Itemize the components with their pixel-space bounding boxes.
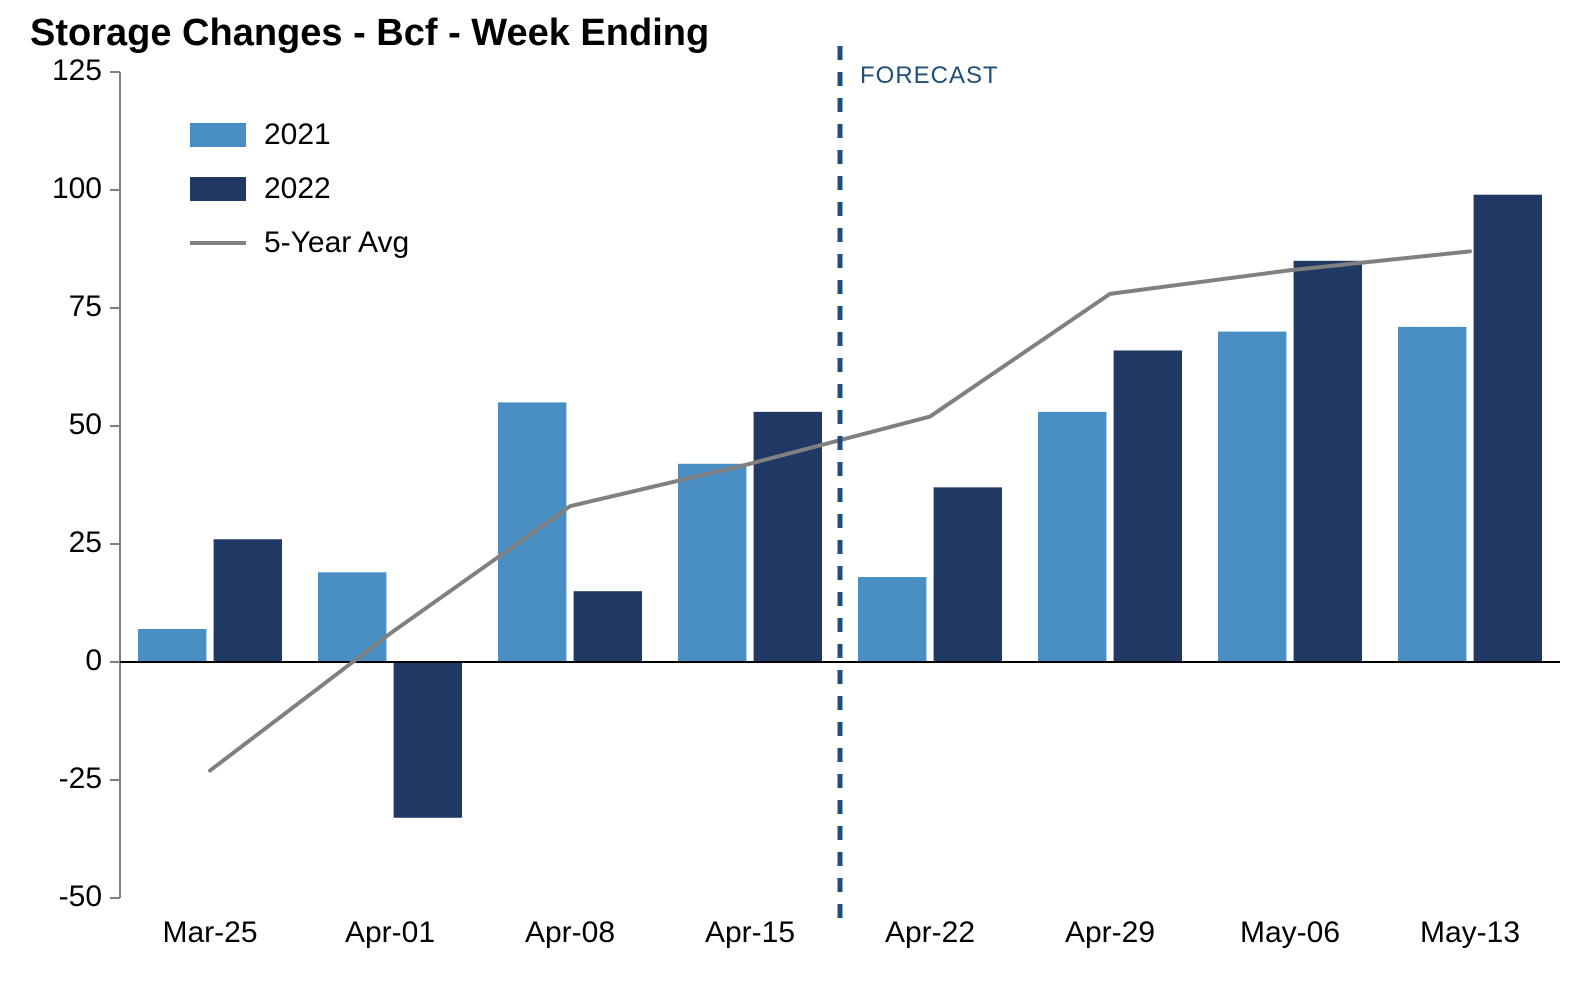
bar-2022-Apr-08 bbox=[574, 591, 642, 662]
legend-item-2021: 2021 bbox=[190, 118, 409, 152]
legend-swatch-icon bbox=[190, 123, 246, 147]
x-tick-Apr-08: Apr-08 bbox=[525, 916, 615, 950]
bar-2022-May-13 bbox=[1474, 195, 1542, 662]
y-tick-125: 125 bbox=[0, 54, 102, 88]
bar-2022-May-06 bbox=[1294, 261, 1362, 662]
legend-item-2022: 2022 bbox=[190, 172, 409, 206]
legend-swatch-icon bbox=[190, 177, 246, 201]
y-tick-100: 100 bbox=[0, 172, 102, 206]
bar-2022-Apr-29 bbox=[1114, 350, 1182, 662]
bar-2021-Apr-01 bbox=[318, 572, 386, 662]
bar-2021-Apr-22 bbox=[858, 577, 926, 662]
bar-2022-Apr-01 bbox=[394, 662, 462, 818]
y-tick--25: -25 bbox=[0, 762, 102, 796]
x-tick-Apr-15: Apr-15 bbox=[705, 916, 795, 950]
legend-item-5-year-avg: 5-Year Avg bbox=[190, 226, 409, 260]
bar-2021-Mar-25 bbox=[138, 629, 206, 662]
bar-2022-Apr-22 bbox=[934, 487, 1002, 662]
legend-line-icon bbox=[190, 241, 246, 245]
y-tick--50: -50 bbox=[0, 880, 102, 914]
x-tick-May-13: May-13 bbox=[1420, 916, 1520, 950]
x-tick-Mar-25: Mar-25 bbox=[162, 916, 257, 950]
bar-2021-May-06 bbox=[1218, 332, 1286, 662]
bar-2021-Apr-29 bbox=[1038, 412, 1106, 662]
legend: 2021 2022 5-Year Avg bbox=[190, 118, 409, 280]
legend-label: 2021 bbox=[264, 118, 331, 152]
y-tick-75: 75 bbox=[0, 290, 102, 324]
x-tick-Apr-29: Apr-29 bbox=[1065, 916, 1155, 950]
y-tick-50: 50 bbox=[0, 408, 102, 442]
legend-label: 5-Year Avg bbox=[264, 226, 409, 260]
bar-2021-May-13 bbox=[1398, 327, 1466, 662]
bar-2021-Apr-15 bbox=[678, 464, 746, 662]
x-tick-Apr-01: Apr-01 bbox=[345, 916, 435, 950]
y-tick-25: 25 bbox=[0, 526, 102, 560]
storage-chart: Storage Changes - Bcf - Week Ending FORE… bbox=[0, 0, 1586, 996]
bar-2022-Mar-25 bbox=[214, 539, 282, 662]
y-tick-0: 0 bbox=[0, 644, 102, 678]
legend-label: 2022 bbox=[264, 172, 331, 206]
x-tick-Apr-22: Apr-22 bbox=[885, 916, 975, 950]
x-tick-May-06: May-06 bbox=[1240, 916, 1340, 950]
